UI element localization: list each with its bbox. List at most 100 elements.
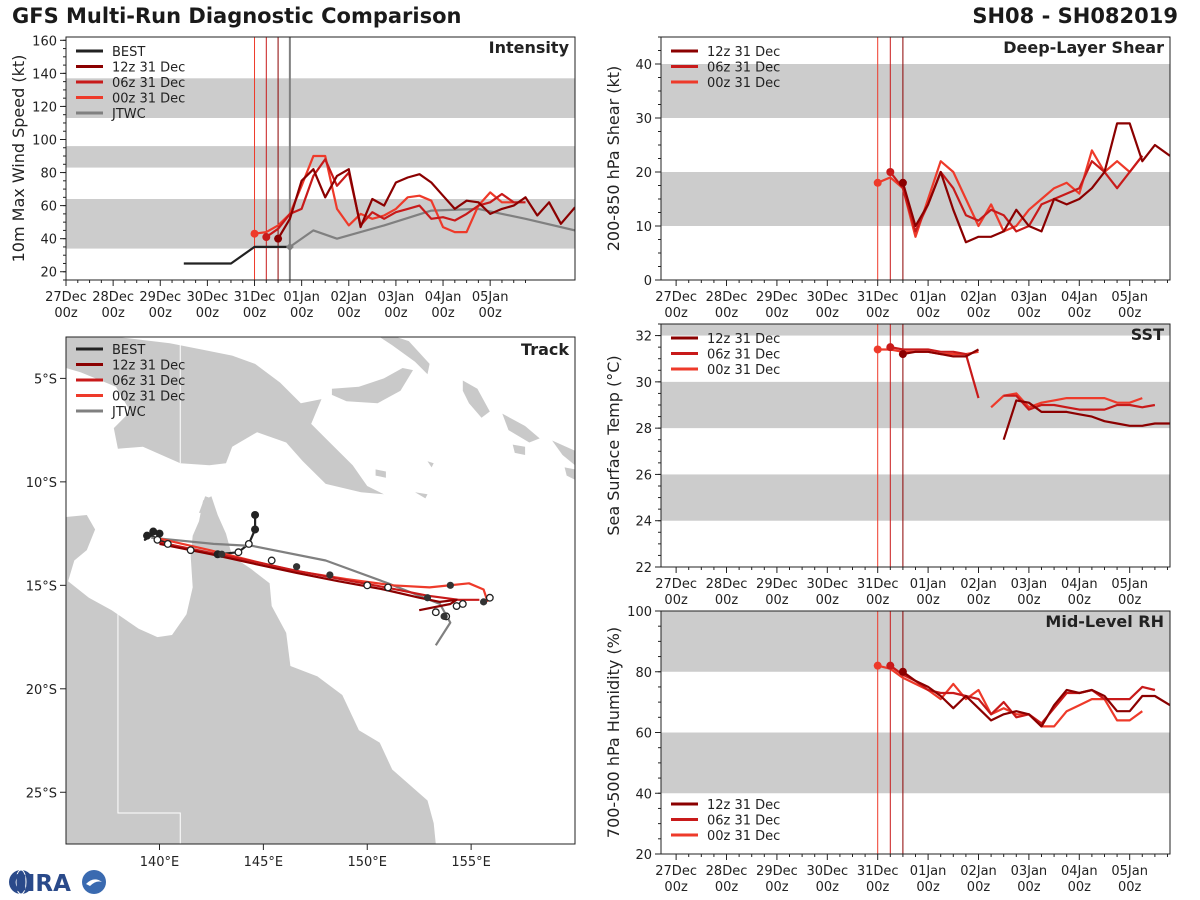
land-new-guinea — [66, 337, 384, 495]
series-init-point-12z — [898, 350, 907, 359]
legend-label: 06z 31 Dec — [707, 814, 780, 829]
x-tick-label-hour: 00z — [866, 880, 890, 895]
x-tick-label-date: 05Jan — [1111, 290, 1148, 305]
x-tick-label-hour: 00z — [765, 306, 789, 321]
land-dentrecasteaux — [375, 469, 386, 478]
shear-ylabel: 200-850 hPa Shear (kt) — [604, 66, 623, 252]
jtwc-track-open-point — [458, 600, 467, 608]
x-tick-label-hour: 00z — [967, 306, 991, 321]
jtwc-init-marker — [285, 242, 294, 251]
forecast-track-point — [423, 594, 432, 602]
x-tick-label-hour: 00z — [816, 880, 840, 895]
best-track-point — [251, 525, 260, 534]
forecast-track-point — [479, 598, 488, 606]
shear-title: Deep-Layer Shear — [1003, 38, 1164, 57]
x-tick-label-date: 31Dec — [857, 290, 899, 305]
x-tick-label-date: 27Dec — [655, 864, 697, 879]
land-choiseul — [502, 413, 540, 443]
series-line-06z — [889, 664, 1156, 725]
track-title: Track — [521, 340, 569, 359]
y-tick-label: 120 — [32, 100, 57, 115]
x-tick-label-hour: 00z — [967, 593, 991, 608]
x-tick-label-date: 01Jan — [910, 577, 947, 592]
sst-band — [661, 324, 1170, 336]
y-tick-label: 26 — [635, 468, 652, 483]
forecast-track-point — [446, 581, 454, 589]
land-new-georgia — [512, 444, 526, 455]
x-tick-label-hour: 00z — [478, 306, 502, 321]
x-tick-label-hour: 00z — [1068, 880, 1092, 895]
x-tick-label-hour: 00z — [1017, 880, 1041, 895]
x-tick-label-date: 27Dec — [45, 290, 87, 305]
lat-tick-label: 10°S — [26, 476, 57, 491]
x-tick-label-hour: 00z — [1017, 306, 1041, 321]
forecast-track-point — [293, 563, 301, 571]
x-tick-label-date: 03Jan — [1011, 290, 1048, 305]
x-tick-label-hour: 00z — [916, 593, 940, 608]
y-tick-label: 20 — [635, 848, 652, 863]
x-tick-label-hour: 00z — [1118, 880, 1142, 895]
best-track-open-point — [244, 539, 253, 548]
land-cape-york-tip — [199, 496, 212, 513]
series-line-12z — [277, 168, 575, 240]
y-tick-label: 32 — [635, 330, 652, 345]
track-line-12z — [159, 542, 458, 612]
x-tick-label-date: 30Dec — [187, 290, 229, 305]
legend-label: 00z 31 Dec — [707, 829, 780, 844]
legend-label: 06z 31 Dec — [112, 76, 185, 91]
x-tick-label-hour: 00z — [54, 306, 78, 321]
series-init-point-12z — [274, 234, 283, 243]
series-line-12z — [902, 670, 1170, 728]
best-track-point — [149, 527, 158, 536]
y-tick-label: 40 — [40, 233, 57, 248]
land-australia — [66, 496, 436, 844]
lon-tick-label: 155°E — [451, 855, 491, 870]
land-louisiade — [415, 492, 428, 499]
legend-label: 12z 31 Dec — [707, 798, 780, 813]
best-track-point — [155, 529, 164, 538]
jtwc-track-open-point — [431, 608, 440, 617]
series-line-12z — [902, 348, 1170, 441]
shear-panel: 27Dec00z28Dec00z29Dec00z30Dec00z31Dec00z… — [604, 36, 1171, 321]
figure-title: GFS Multi-Run Diagnostic Comparison — [12, 4, 462, 28]
best-track-open-point — [163, 539, 172, 548]
x-tick-label-hour: 00z — [101, 306, 125, 321]
x-tick-label-date: 01Jan — [910, 290, 947, 305]
lat-tick-label: 25°S — [26, 786, 57, 801]
badge-swirl-icon — [86, 879, 102, 886]
lon-tick-label: 140°E — [140, 855, 180, 870]
y-tick-label: 60 — [635, 727, 652, 742]
x-tick-label-date: 27Dec — [655, 290, 697, 305]
x-tick-label-hour: 00z — [967, 880, 991, 895]
x-tick-label-date: 28Dec — [92, 290, 134, 305]
x-tick-label-date: 01Jan — [283, 290, 320, 305]
x-tick-label-date: 30Dec — [806, 864, 848, 879]
legend-label: 06z 31 Dec — [707, 61, 780, 76]
x-tick-label-date: 02Jan — [960, 864, 997, 879]
intensity-band — [66, 78, 575, 118]
x-tick-label-hour: 00z — [866, 306, 890, 321]
jtwc-track-open-point — [363, 581, 372, 590]
x-tick-label-date: 27Dec — [655, 577, 697, 592]
rh-title: Mid-Level RH — [1045, 612, 1164, 631]
x-tick-label-date: 02Jan — [330, 290, 367, 305]
series-init-point-06z — [886, 343, 895, 352]
intensity-series-group — [183, 154, 575, 265]
x-tick-label-date: 04Jan — [1061, 864, 1098, 879]
y-tick-label: 100 — [32, 133, 57, 148]
land-bougainville — [462, 380, 490, 418]
x-tick-label-hour: 00z — [290, 306, 314, 321]
best-track-point — [143, 531, 152, 540]
lat-tick-label: 20°S — [26, 683, 57, 698]
state-border-nt-qld — [117, 606, 181, 844]
y-tick-label: 30 — [635, 112, 652, 127]
legend-label: 00z 31 Dec — [112, 92, 185, 107]
x-tick-label-date: 28Dec — [706, 864, 748, 879]
legend-label: BEST — [112, 45, 145, 60]
series-init-point-00z — [873, 178, 882, 187]
x-tick-label-hour: 00z — [816, 593, 840, 608]
series-line-06z — [265, 158, 526, 238]
rh-panel: 27Dec00z28Dec00z29Dec00z30Dec00z31Dec00z… — [604, 605, 1171, 895]
legend-label: 12z 31 Dec — [112, 61, 185, 76]
